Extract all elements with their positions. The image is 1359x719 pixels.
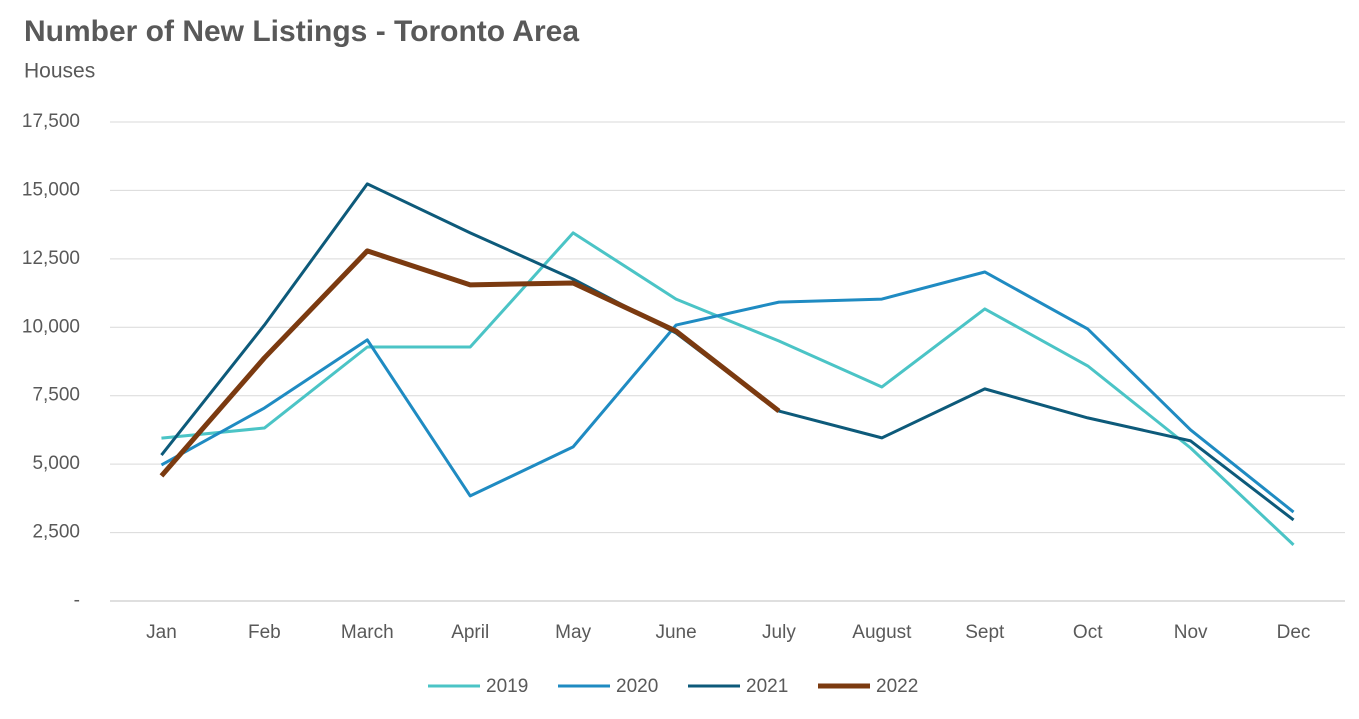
x-tick-label: March (341, 622, 394, 643)
x-tick-label: April (451, 622, 489, 643)
y-tick-label: 17,500 (22, 111, 80, 132)
y-tick-label: 7,500 (32, 385, 80, 406)
x-tick-label: Sept (965, 622, 1005, 643)
x-tick-label: July (762, 622, 796, 643)
series-line (159, 248, 781, 478)
x-tick-label: Dec (1277, 622, 1311, 643)
x-tick-label: June (655, 622, 696, 643)
y-tick-label: 12,500 (22, 248, 80, 269)
series-line (161, 231, 1295, 546)
x-tick-label: Oct (1073, 622, 1103, 643)
x-tick-label: Jan (146, 622, 177, 643)
chart-subtitle: Houses (24, 60, 95, 83)
y-tick-label: - (74, 590, 80, 611)
legend-label: 2020 (616, 676, 658, 697)
y-tick-label: 5,000 (32, 453, 80, 474)
series-line (160, 182, 1295, 522)
x-tick-label: May (555, 622, 591, 643)
series-line (160, 270, 1295, 514)
x-tick-label: August (852, 622, 912, 643)
legend-label: 2021 (746, 676, 788, 697)
y-tick-label: 15,000 (22, 179, 80, 200)
chart-title: Number of New Listings - Toronto Area (24, 15, 579, 48)
y-tick-label: 2,500 (32, 522, 80, 543)
legend-label: 2019 (486, 676, 528, 697)
x-tick-label: Nov (1174, 622, 1208, 643)
legend-label: 2022 (876, 676, 918, 697)
y-tick-label: 10,000 (22, 316, 80, 337)
x-tick-label: Feb (248, 622, 281, 643)
